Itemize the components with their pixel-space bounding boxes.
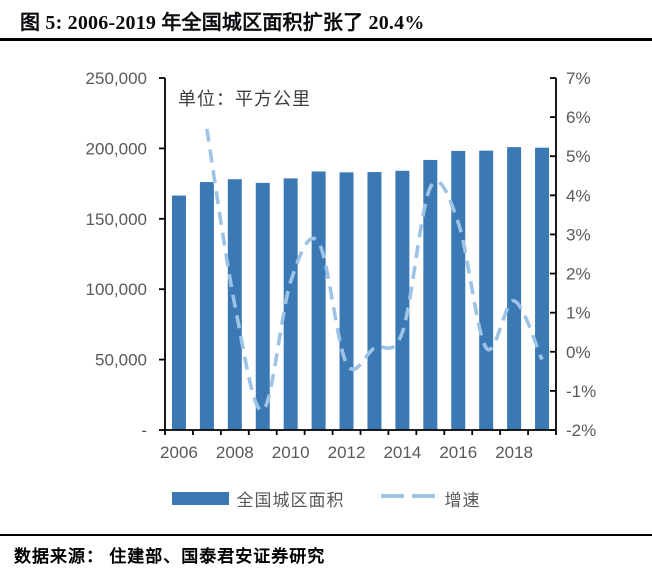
title-divider (0, 38, 652, 41)
bar-2012 (339, 172, 354, 430)
bar-2010 (283, 178, 298, 430)
right-tick-label: 0% (566, 343, 591, 362)
footer-divider (0, 534, 652, 536)
right-tick-label: 2% (566, 265, 591, 284)
bar-2019 (535, 147, 550, 431)
left-tick-label: 200,000 (86, 139, 147, 158)
chart-area: - 50,000 100,000 150,000 200,000 250,000 -2% -1… (86, 69, 597, 462)
left-tick-label: 100,000 (86, 280, 147, 299)
right-tick-label: 4% (566, 186, 591, 205)
legend-bar-swatch (171, 492, 229, 505)
x-tick-label: 2018 (495, 443, 533, 462)
bar-2006 (171, 195, 186, 430)
right-tick-label: -2% (566, 421, 596, 440)
legend-bar-label: 全国城区面积 (236, 491, 345, 510)
left-tick-label: 50,000 (95, 351, 147, 370)
x-tick-label: 2016 (439, 443, 477, 462)
bar-2018 (507, 147, 522, 430)
x-tick-label: 2006 (160, 443, 198, 462)
bar-2013 (367, 172, 382, 431)
bar-2014 (395, 170, 410, 430)
legend-line-swatch (379, 489, 437, 508)
data-source-note: 数据来源： 住建部、国泰君安证券研究 (14, 547, 326, 566)
right-tick-label: 5% (566, 147, 591, 166)
bar-2015 (423, 159, 438, 430)
x-tick-label: 2010 (272, 443, 310, 462)
figure-title: 图 5: 2006-2019 年全国城区面积扩张了 20.4% (20, 12, 425, 34)
x-tick-label: 2014 (383, 443, 421, 462)
right-tick-label: 6% (566, 108, 591, 127)
growth-line (205, 128, 544, 413)
right-tick-label: 7% (566, 69, 591, 88)
left-tick-label: - (141, 421, 147, 440)
x-tick-label: 2008 (216, 443, 254, 462)
legend-line-label: 增速 (444, 491, 481, 510)
x-tick-label: 2012 (328, 443, 366, 462)
bar-2009 (255, 182, 270, 430)
right-tick-label: -1% (566, 382, 596, 401)
bar-2017 (479, 150, 494, 430)
right-tick-label: 1% (566, 304, 591, 323)
chart-canvas: - 50,000 100,000 150,000 200,000 250,000 -2% -1… (86, 69, 597, 462)
bar-2016 (451, 150, 466, 431)
left-tick-label: 150,000 (86, 210, 147, 229)
bar-2007 (199, 182, 214, 430)
left-tick-label: 250,000 (86, 69, 147, 88)
right-tick-label: 3% (566, 225, 591, 244)
chart-legend: 全国城区面积 增速 (0, 486, 652, 511)
bar-2011 (311, 171, 326, 430)
unit-annotation: 单位：平方公里 (178, 89, 311, 109)
